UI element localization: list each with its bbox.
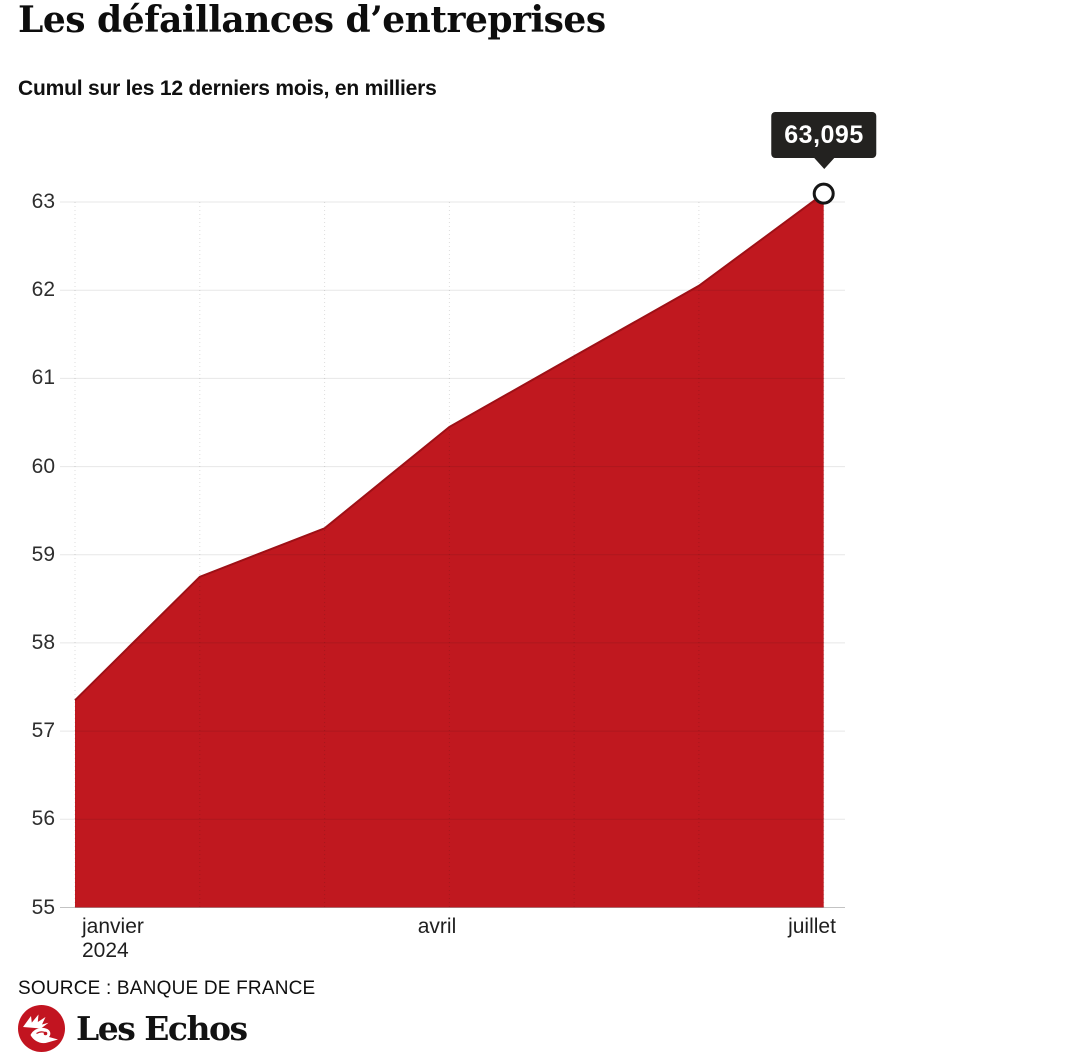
brand-logo: Les Echos — [17, 1004, 248, 1053]
y-axis-tick-label: 59 — [31, 543, 55, 566]
value-callout-text: 63,095 — [784, 121, 864, 149]
y-axis-tick-label: 56 — [31, 807, 55, 830]
value-callout: 63,095 — [771, 112, 877, 169]
x-axis-tick-line: 2024 — [82, 939, 129, 962]
y-axis-tick-label: 55 — [31, 896, 55, 919]
y-axis-tick-label: 57 — [31, 719, 55, 742]
x-axis-tick-line: janvier — [82, 915, 144, 938]
y-axis-tick-label: 60 — [31, 455, 55, 478]
y-axis-tick-label: 62 — [31, 278, 55, 301]
y-axis-tick-label: 61 — [31, 366, 55, 389]
x-axis-tick-label: juillet — [788, 915, 836, 939]
x-axis-tick-line: juillet — [788, 915, 836, 938]
x-axis-tick-label: janvier 2024 — [82, 915, 144, 963]
area-series — [75, 193, 824, 908]
page-title: Les défaillances d’entreprises — [18, 0, 606, 41]
x-axis-tick-label: avril — [418, 915, 457, 939]
series-line — [74, 192, 825, 702]
chart-subtitle: Cumul sur les 12 derniers mois, en milli… — [18, 77, 437, 100]
y-axis-tick-label: 63 — [31, 190, 55, 213]
source-note: SOURCE : BANQUE DE FRANCE — [18, 978, 316, 999]
x-axis-tick-line: avril — [417, 915, 457, 938]
y-axis-tick-label: 58 — [31, 631, 55, 654]
lesechos-logo-icon — [18, 1005, 65, 1052]
latest-point-marker — [812, 182, 835, 205]
brand-name: Les Echos — [76, 1009, 248, 1048]
